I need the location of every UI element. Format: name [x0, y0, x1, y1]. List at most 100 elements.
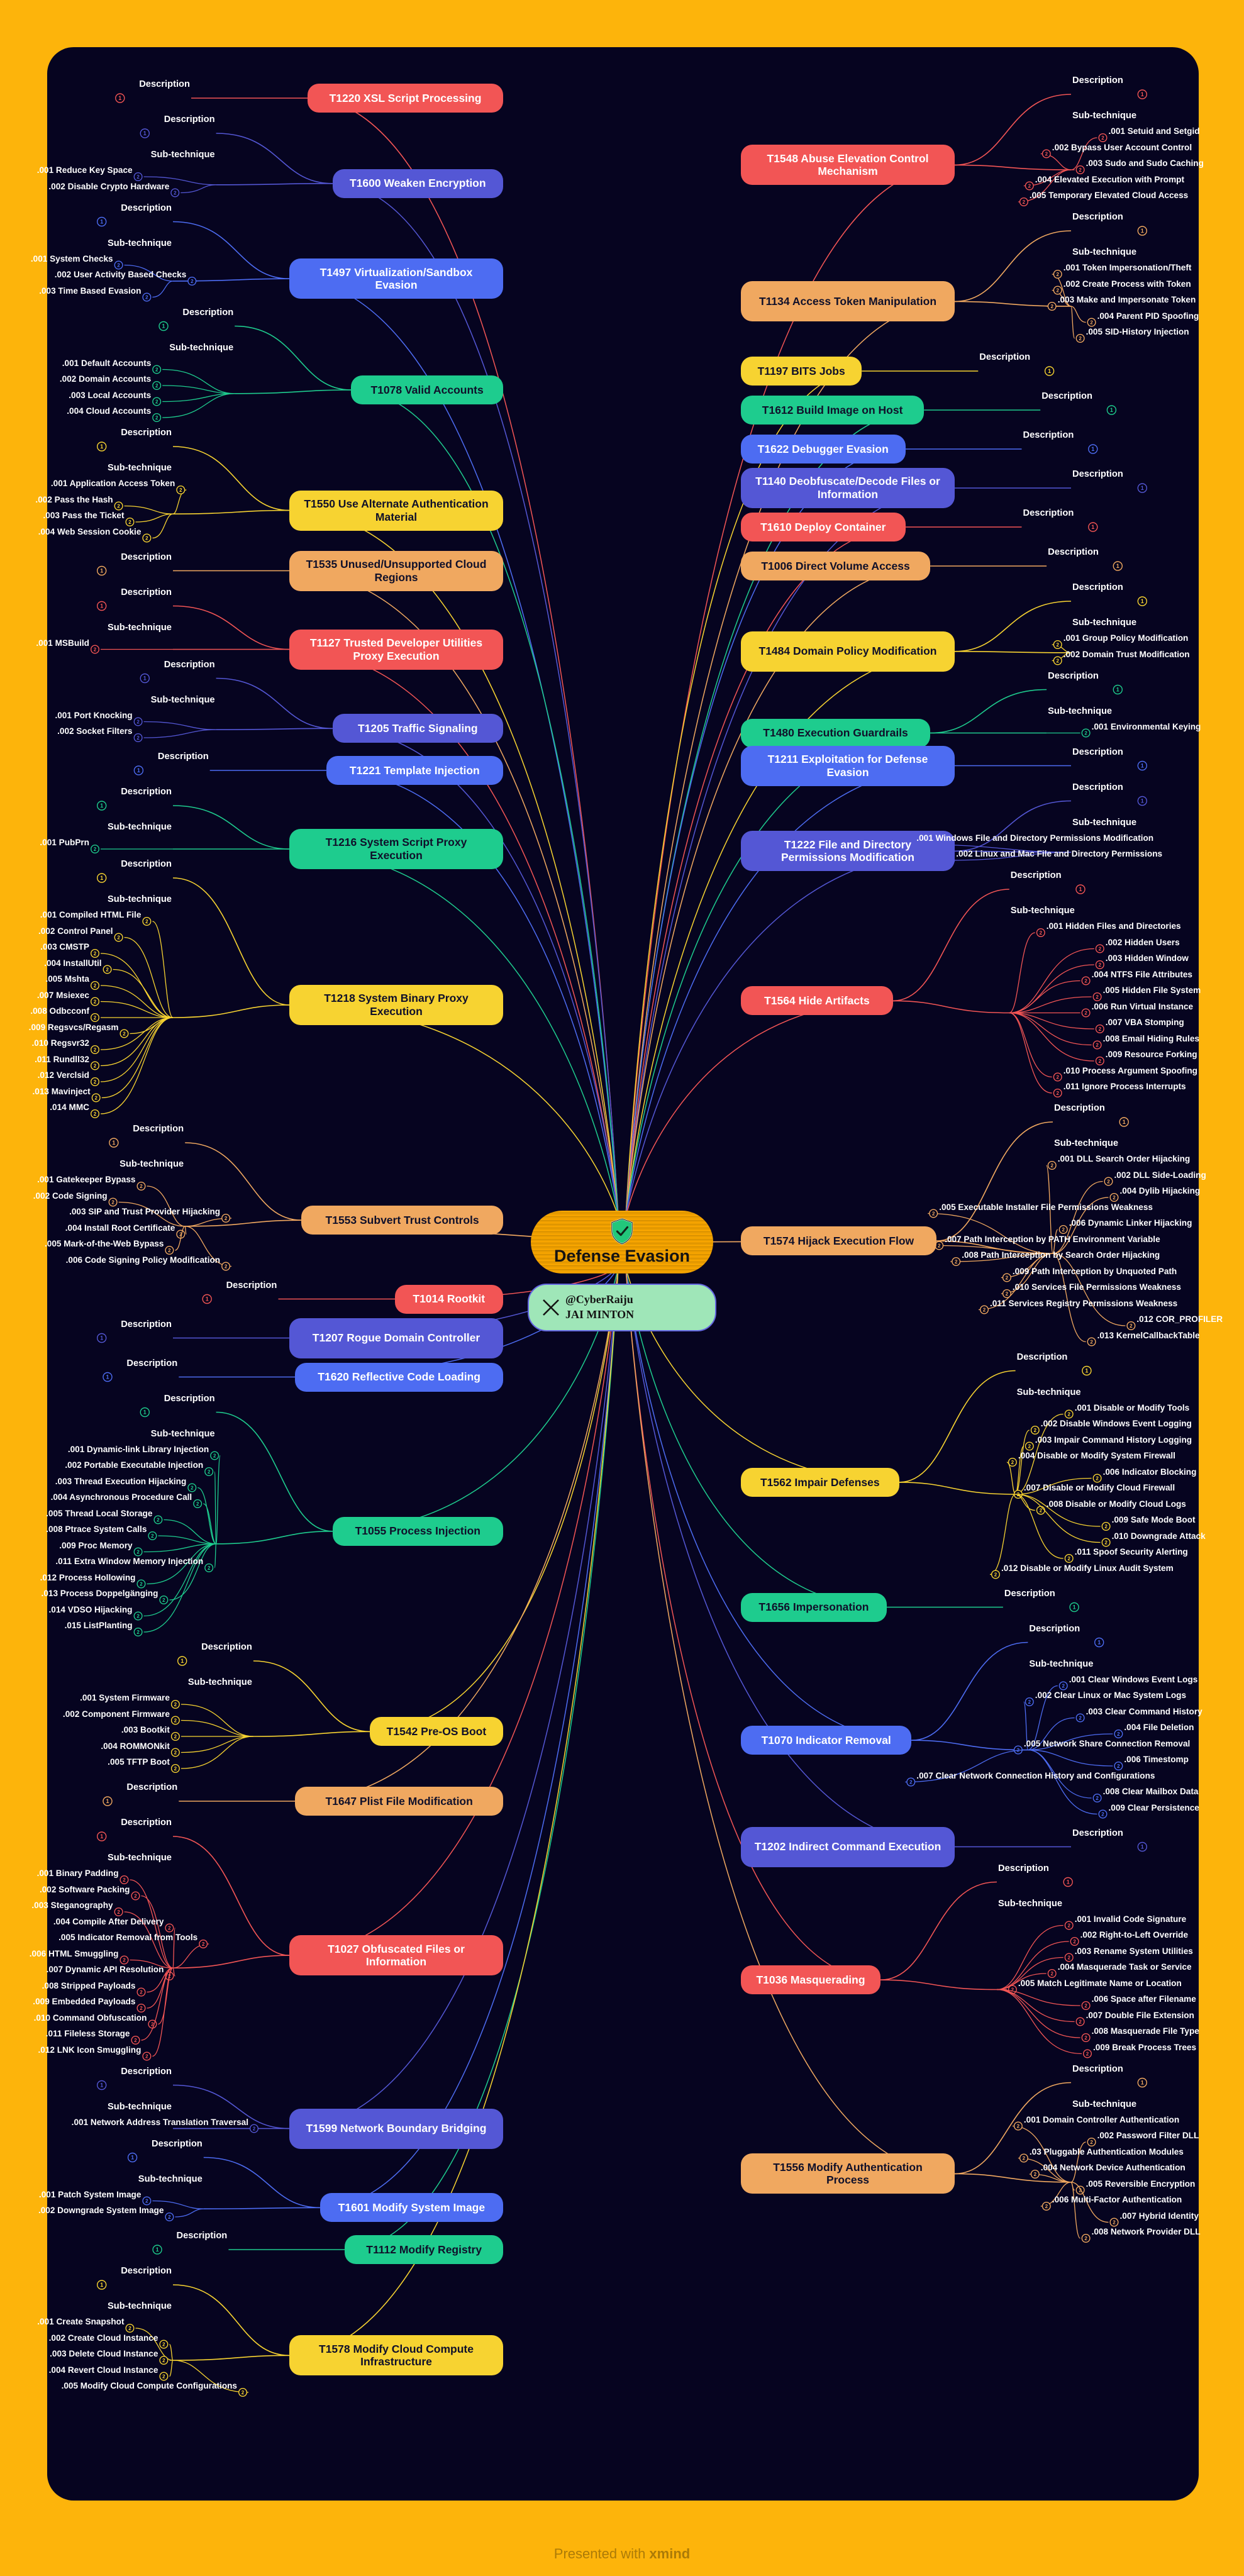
svg-text:1: 1 — [180, 1658, 184, 1664]
svg-text:2: 2 — [1023, 2156, 1026, 2162]
svg-text:2: 2 — [157, 1518, 160, 1523]
svg-text:1: 1 — [1116, 563, 1119, 569]
svg-text:2: 2 — [155, 383, 158, 389]
svg-text:2: 2 — [128, 2326, 131, 2331]
svg-text:2: 2 — [117, 504, 120, 509]
svg-text:2: 2 — [1084, 1011, 1087, 1016]
svg-text:2: 2 — [106, 967, 109, 973]
svg-text:1: 1 — [1141, 485, 1144, 491]
svg-text:2: 2 — [123, 1031, 126, 1037]
svg-text:2: 2 — [94, 1063, 97, 1069]
svg-text:2: 2 — [140, 2006, 143, 2011]
svg-text:2: 2 — [1067, 1412, 1070, 1418]
svg-text:2: 2 — [225, 1216, 228, 1221]
svg-text:2: 2 — [191, 1485, 194, 1491]
svg-text:2: 2 — [1079, 2019, 1082, 2025]
svg-text:2: 2 — [1056, 1091, 1059, 1096]
svg-text:2: 2 — [94, 1079, 97, 1085]
svg-text:2: 2 — [140, 1184, 143, 1189]
svg-text:1: 1 — [1116, 687, 1119, 693]
svg-text:1: 1 — [206, 1296, 209, 1302]
svg-text:2: 2 — [1056, 642, 1059, 648]
svg-text:2: 2 — [1096, 1476, 1099, 1482]
svg-text:2: 2 — [1084, 731, 1087, 736]
svg-text:2: 2 — [162, 2358, 165, 2363]
svg-text:1: 1 — [106, 1374, 109, 1380]
svg-text:2: 2 — [196, 1501, 199, 1507]
svg-text:1: 1 — [1091, 446, 1094, 452]
svg-text:2: 2 — [208, 1469, 211, 1475]
svg-text:2: 2 — [136, 1614, 140, 1619]
svg-text:2: 2 — [168, 1926, 171, 1931]
svg-text:1: 1 — [143, 1409, 147, 1416]
svg-text:1: 1 — [1073, 1604, 1076, 1611]
svg-text:2: 2 — [1067, 1955, 1070, 1961]
svg-text:2: 2 — [1056, 272, 1059, 277]
svg-text:2: 2 — [94, 983, 97, 989]
svg-text:2: 2 — [174, 1766, 177, 1772]
svg-text:2: 2 — [1084, 979, 1087, 984]
svg-text:2: 2 — [128, 519, 131, 525]
svg-text:2: 2 — [140, 1582, 143, 1587]
svg-text:2: 2 — [162, 2342, 165, 2348]
svg-text:1: 1 — [106, 1798, 109, 1804]
svg-text:2: 2 — [1017, 2124, 1020, 2129]
svg-text:2: 2 — [1079, 336, 1082, 341]
svg-text:2: 2 — [145, 295, 148, 301]
svg-text:2: 2 — [145, 2199, 148, 2204]
svg-text:2: 2 — [994, 1572, 997, 1578]
svg-text:2: 2 — [136, 174, 140, 180]
svg-text:2: 2 — [1045, 2204, 1048, 2209]
svg-text:2: 2 — [155, 399, 158, 405]
svg-text:2: 2 — [191, 279, 194, 284]
svg-text:2: 2 — [136, 1550, 140, 1555]
svg-text:2: 2 — [1099, 962, 1102, 968]
svg-text:2: 2 — [123, 1877, 126, 1883]
svg-text:2: 2 — [1117, 1763, 1120, 1769]
svg-text:2: 2 — [111, 1200, 114, 1206]
svg-text:2: 2 — [1079, 1716, 1082, 1721]
svg-text:2: 2 — [955, 1259, 958, 1265]
svg-text:2: 2 — [1067, 1923, 1070, 1929]
svg-text:1: 1 — [1141, 91, 1144, 97]
svg-text:1: 1 — [1085, 1368, 1088, 1374]
svg-text:1: 1 — [1048, 368, 1051, 374]
svg-text:1: 1 — [1141, 1844, 1144, 1850]
svg-text:2: 2 — [155, 367, 158, 373]
svg-text:1: 1 — [1091, 524, 1094, 530]
svg-text:2: 2 — [174, 1750, 177, 1756]
svg-text:2: 2 — [1090, 2140, 1093, 2145]
svg-text:2: 2 — [174, 1718, 177, 1724]
svg-text:1: 1 — [1079, 886, 1082, 892]
svg-text:2: 2 — [1117, 1731, 1120, 1737]
svg-text:2: 2 — [1011, 1987, 1014, 1993]
svg-text:2: 2 — [145, 2054, 148, 2060]
svg-text:2: 2 — [1050, 304, 1053, 309]
svg-text:2: 2 — [1056, 288, 1059, 294]
svg-text:2: 2 — [1099, 1058, 1102, 1064]
svg-text:2: 2 — [1056, 658, 1059, 664]
svg-text:1: 1 — [162, 323, 165, 330]
svg-text:2: 2 — [1101, 1812, 1104, 1818]
svg-text:1: 1 — [100, 1833, 103, 1840]
svg-text:2: 2 — [242, 2390, 245, 2396]
svg-text:1: 1 — [143, 675, 147, 682]
svg-text:2: 2 — [94, 951, 97, 957]
svg-text:1: 1 — [100, 603, 103, 609]
svg-text:2: 2 — [1011, 1460, 1014, 1465]
svg-text:2: 2 — [1062, 1684, 1065, 1689]
svg-text:1: 1 — [1141, 228, 1144, 234]
svg-text:2: 2 — [145, 536, 148, 541]
svg-text:1: 1 — [1097, 1640, 1101, 1646]
svg-text:2: 2 — [1079, 167, 1082, 173]
svg-text:2: 2 — [1040, 1508, 1043, 1514]
svg-text:2: 2 — [94, 1047, 97, 1053]
svg-text:1: 1 — [1141, 763, 1144, 769]
svg-text:1: 1 — [100, 568, 103, 574]
svg-text:1: 1 — [100, 2282, 103, 2288]
svg-text:1: 1 — [143, 130, 147, 136]
svg-text:2: 2 — [162, 1597, 165, 1603]
svg-text:2: 2 — [1050, 1163, 1053, 1169]
svg-text:2: 2 — [140, 1990, 143, 1996]
svg-text:2: 2 — [174, 1702, 177, 1707]
